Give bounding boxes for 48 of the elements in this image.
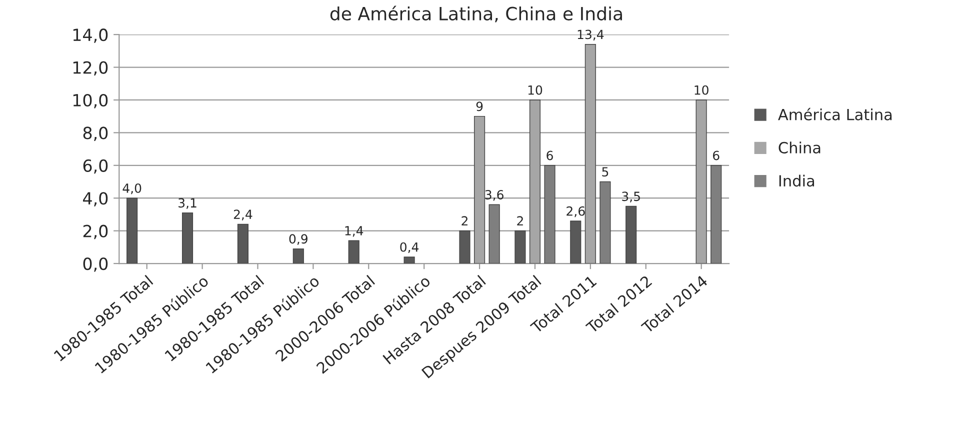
bar (544, 165, 556, 264)
bar (182, 212, 194, 264)
y-tick-label: 6,0 (83, 159, 108, 174)
data-label: 6 (713, 150, 720, 160)
bar (459, 230, 470, 264)
bar (404, 256, 415, 264)
y-tick-label: 4,0 (83, 192, 108, 206)
bar (514, 230, 526, 264)
chart-title: de América Latina, China e India (330, 6, 622, 22)
data-label: 0,9 (289, 234, 308, 245)
data-label: 13,4 (578, 30, 604, 40)
data-label: 0,4 (400, 242, 419, 254)
data-label: 3,5 (622, 192, 640, 202)
y-tick-label: 12,0 (73, 61, 108, 76)
legend-label: China (778, 142, 820, 154)
data-label: 10 (694, 85, 708, 95)
bar (348, 240, 360, 264)
bar (488, 204, 500, 264)
y-tick-label: 8,0 (83, 126, 108, 141)
y-tick-label: 10,0 (73, 94, 108, 108)
bar (626, 206, 637, 264)
data-label: 9 (476, 102, 483, 112)
bar (474, 116, 486, 264)
data-label: 3,1 (178, 198, 196, 209)
data-label: 1,4 (345, 226, 364, 237)
y-tick-label: 2,0 (83, 224, 108, 240)
bar (237, 224, 248, 264)
data-label: 2 (462, 216, 468, 226)
data-label: 2,4 (234, 210, 252, 220)
bar (126, 198, 138, 264)
data-label: 10 (528, 85, 542, 95)
bar (600, 181, 611, 264)
bar (584, 44, 596, 264)
data-label: 6 (546, 150, 553, 160)
bar (710, 165, 722, 264)
bar (292, 248, 304, 264)
data-label: 2 (517, 216, 523, 226)
legend-label: América Latina (778, 108, 892, 120)
legend-label: India (779, 174, 814, 187)
y-tick-label: 14,0 (73, 28, 108, 43)
data-label: 3,6 (485, 190, 504, 201)
y-tick-label: 0,0 (83, 257, 108, 272)
bar (570, 220, 582, 264)
data-label: 4,0 (122, 183, 142, 194)
bar (529, 100, 541, 264)
data-label: 2,6 (566, 206, 585, 218)
bar (696, 100, 707, 264)
data-label: 5 (602, 167, 608, 177)
